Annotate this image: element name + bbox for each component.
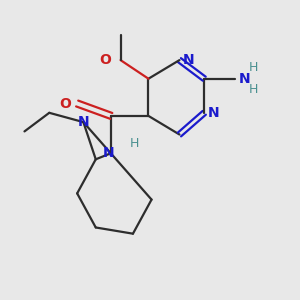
Text: N: N (78, 115, 89, 129)
Text: N: N (102, 146, 114, 160)
Text: H: H (249, 61, 259, 74)
Text: O: O (99, 53, 111, 67)
Text: N: N (238, 72, 250, 86)
Text: N: N (182, 53, 194, 67)
Text: N: N (207, 106, 219, 120)
Text: H: H (249, 83, 259, 96)
Text: H: H (130, 137, 139, 150)
Text: O: O (59, 97, 71, 110)
